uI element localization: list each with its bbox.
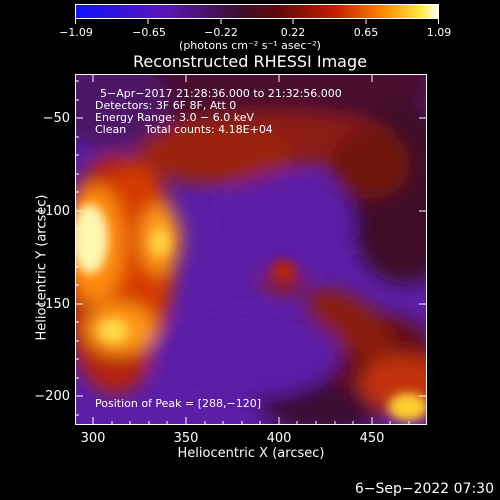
total-counts-text: Total counts: 4.18E+04 xyxy=(145,123,273,136)
y-axis-label: Heliocentric Y (arcsec) xyxy=(34,194,50,341)
rhessi-image xyxy=(75,74,427,425)
footer-timestamp: 6−Sep−2022 07:30 xyxy=(354,481,494,497)
colorbar-tick-label: 1.09 xyxy=(426,26,452,39)
plot-title: Reconstructed RHESSI Image xyxy=(133,52,367,71)
x-tick-label: 350 xyxy=(173,431,199,446)
plot-frame xyxy=(75,74,427,425)
y-tick-label: −50 xyxy=(42,111,70,126)
method-text: Clean xyxy=(95,123,127,136)
y-tick-label: −100 xyxy=(34,204,70,219)
colorbar-tick-label: 0.22 xyxy=(280,26,306,39)
colorbar-tick-label: −0.22 xyxy=(204,26,238,39)
time-range-text: 5−Apr−2017 21:28:36.000 to 21:32:56.000 xyxy=(100,87,342,100)
energy-range-text: Energy Range: 3.0 − 6.0 keV xyxy=(95,111,255,124)
peak-position-text: Position of Peak = [288,−120] xyxy=(95,397,262,410)
colorbar-tick-label: 0.65 xyxy=(353,26,379,39)
y-tick-label: −200 xyxy=(34,389,70,404)
x-tick-label: 450 xyxy=(359,431,385,446)
x-tick-label: 300 xyxy=(80,431,106,446)
colorbar xyxy=(75,4,439,19)
colorbar-tick-label: −0.65 xyxy=(132,26,166,39)
colorbar-units: (photons cm⁻² s⁻¹ asec⁻²) xyxy=(179,39,321,52)
detectors-text: Detectors: 3F 6F 8F, Att 0 xyxy=(95,99,237,112)
y-tick-label: −150 xyxy=(34,297,70,312)
colorbar-tick-label: −1.09 xyxy=(59,26,93,39)
colorbar-ticks xyxy=(75,19,439,24)
x-axis-label: Heliocentric X (arcsec) xyxy=(177,446,325,461)
x-tick-label: 400 xyxy=(266,431,292,446)
